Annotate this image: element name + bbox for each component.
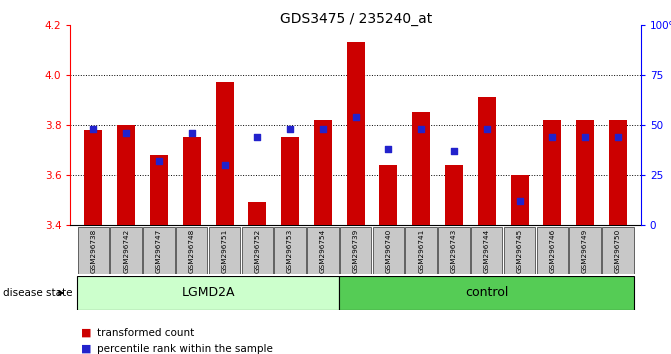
Point xyxy=(252,134,262,139)
Bar xyxy=(405,227,437,274)
Bar xyxy=(340,276,634,310)
Text: GSM296743: GSM296743 xyxy=(451,228,457,273)
Bar xyxy=(242,227,273,274)
Text: GSM296753: GSM296753 xyxy=(287,228,293,273)
Bar xyxy=(537,227,568,274)
Point xyxy=(187,130,197,136)
Text: GSM296750: GSM296750 xyxy=(615,228,621,273)
Bar xyxy=(143,227,174,274)
Point xyxy=(350,114,361,120)
Text: GSM296741: GSM296741 xyxy=(418,228,424,273)
Bar xyxy=(412,112,430,225)
Bar xyxy=(445,165,463,225)
Text: control: control xyxy=(465,286,509,299)
Point xyxy=(154,158,164,164)
Bar xyxy=(78,227,109,274)
Bar xyxy=(511,175,529,225)
Bar xyxy=(183,137,201,225)
Text: GDS3475 / 235240_at: GDS3475 / 235240_at xyxy=(280,12,431,27)
Text: GSM296746: GSM296746 xyxy=(550,228,556,273)
Point xyxy=(613,134,623,139)
Text: GSM296739: GSM296739 xyxy=(353,228,358,273)
Text: GSM296754: GSM296754 xyxy=(320,228,326,273)
Bar xyxy=(77,276,340,310)
Text: LGMD2A: LGMD2A xyxy=(181,286,235,299)
Text: GSM296751: GSM296751 xyxy=(221,228,227,273)
Bar xyxy=(281,137,299,225)
Text: GSM296752: GSM296752 xyxy=(254,228,260,273)
Point xyxy=(449,148,460,154)
Bar xyxy=(544,120,562,225)
Bar xyxy=(150,155,168,225)
Bar xyxy=(176,227,207,274)
Point xyxy=(219,162,230,167)
Text: GSM296740: GSM296740 xyxy=(385,228,391,273)
Text: ■: ■ xyxy=(81,344,91,354)
Text: GSM296747: GSM296747 xyxy=(156,228,162,273)
Text: GSM296748: GSM296748 xyxy=(189,228,195,273)
Bar xyxy=(438,227,470,274)
Point xyxy=(383,146,394,152)
Point xyxy=(514,198,525,204)
Bar xyxy=(576,120,594,225)
Bar xyxy=(504,227,535,274)
Bar xyxy=(117,125,135,225)
Bar xyxy=(379,165,397,225)
Text: transformed count: transformed count xyxy=(97,328,195,338)
Bar xyxy=(570,227,601,274)
Bar xyxy=(602,227,633,274)
Text: GSM296742: GSM296742 xyxy=(123,228,130,273)
Bar xyxy=(215,82,234,225)
Point xyxy=(317,126,328,132)
Bar xyxy=(372,227,404,274)
Text: GSM296738: GSM296738 xyxy=(91,228,97,273)
Bar xyxy=(307,227,339,274)
Point xyxy=(285,126,295,132)
Text: ■: ■ xyxy=(81,328,91,338)
Point xyxy=(416,126,427,132)
Bar xyxy=(314,120,332,225)
Point xyxy=(481,126,492,132)
Bar xyxy=(340,227,371,274)
Bar xyxy=(347,42,364,225)
Text: GSM296745: GSM296745 xyxy=(517,228,523,273)
Text: percentile rank within the sample: percentile rank within the sample xyxy=(97,344,273,354)
Bar xyxy=(471,227,503,274)
Bar xyxy=(274,227,306,274)
Point xyxy=(547,134,558,139)
Text: GSM296744: GSM296744 xyxy=(484,228,490,273)
Bar xyxy=(111,227,142,274)
Bar xyxy=(478,97,496,225)
Point xyxy=(121,130,132,136)
Text: disease state: disease state xyxy=(3,288,73,298)
Bar xyxy=(609,120,627,225)
Bar xyxy=(209,227,240,274)
Point xyxy=(580,134,590,139)
Bar xyxy=(85,130,103,225)
Bar xyxy=(248,202,266,225)
Text: GSM296749: GSM296749 xyxy=(582,228,588,273)
Point xyxy=(88,126,99,132)
